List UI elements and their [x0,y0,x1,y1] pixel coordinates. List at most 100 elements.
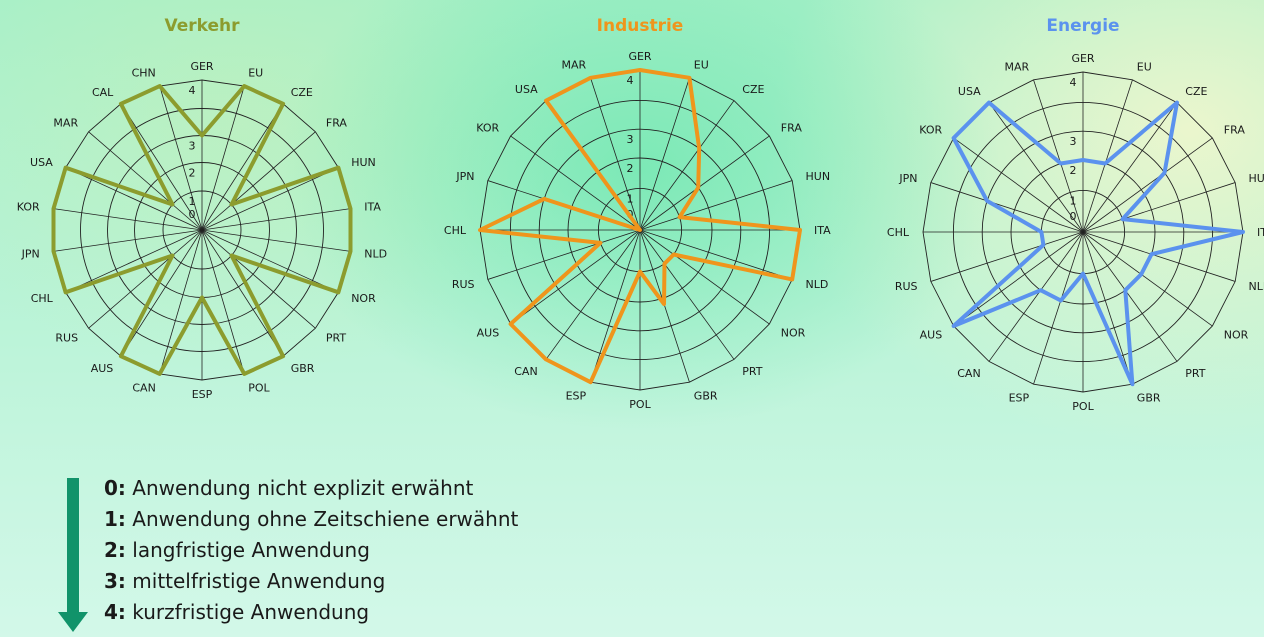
spoke [65,229,203,293]
category-label: AUS [920,328,943,341]
spoke [988,102,1084,233]
spoke [639,229,793,280]
category-label: EU [694,59,709,72]
category-label: CHL [31,292,54,305]
category-label: PRT [742,365,762,378]
chart-title-industrie: Industrie [597,16,684,36]
radar-chart-industrie: Industrie01234GEREUCZEFRAHUNITANLDNORPRT… [444,16,831,411]
spoke [1082,182,1236,233]
category-label: POL [248,381,270,394]
spoke [1082,102,1178,233]
spoke [545,229,641,360]
category-label: NOR [781,326,806,339]
category-label: EU [1137,61,1152,74]
category-label: GER [1071,52,1094,65]
tick-label: 0 [1070,210,1077,223]
spoke [159,229,203,375]
arrow-head-icon [58,612,88,632]
spoke [120,103,203,231]
category-label: CHL [887,226,910,239]
category-label: FRA [326,117,348,130]
spoke [510,135,641,231]
spoke [510,229,641,325]
category-label: PRT [326,331,346,344]
spoke [88,229,203,329]
spoke [88,131,203,231]
spoke [930,231,1084,282]
category-label: ESP [566,390,587,403]
legend-item-1: 1: Anwendung ohne Zeitschiene erwähnt [104,507,519,531]
category-label: KOR [17,201,40,214]
grid-ring [162,190,242,270]
category-label: HUN [1249,172,1264,185]
category-label: ITA [814,224,831,237]
category-label: NLD [364,247,387,260]
category-label: JPN [21,247,40,260]
category-label: CHL [444,224,467,237]
spoke [201,229,284,357]
spoke [953,231,1084,327]
spoke [590,77,641,231]
category-label: PRT [1185,367,1205,380]
chart-title-verkehr: Verkehr [164,16,240,36]
category-label: USA [30,156,53,169]
spoke [639,229,690,383]
category-label: EU [248,67,263,80]
category-label: POL [1072,400,1094,413]
spoke [159,85,203,231]
category-label: ESP [192,388,213,401]
category-label: CZE [742,83,764,96]
spoke [639,100,735,231]
spoke [201,229,245,375]
spoke [639,229,735,360]
category-label: GER [190,60,213,73]
data-series-industrie [478,68,802,385]
radar-charts: Verkehr01234GEREUCZEFRAHUNITANLDNORPRTGB… [17,16,1264,413]
spoke [953,137,1084,233]
category-label: NLD [1249,280,1264,293]
category-label: CHN [132,67,156,80]
tick-label: 3 [1070,135,1077,148]
grid-outer-ring [922,71,1244,393]
radar-chart-energie: Energie 0 1 2 3 4 GER EU CZE FRA HUN ITA NLD NOR PRT GB… [887,16,1264,413]
spoke [930,182,1084,233]
spoke [65,167,203,231]
tick-label: 2 [627,162,634,175]
spoke [201,229,339,293]
category-label: GBR [1137,392,1161,405]
spoke [201,208,351,231]
spoke [590,229,641,383]
category-label: ITA [364,201,381,214]
category-label: GER [628,50,651,63]
tick-label: 4 [1070,76,1077,89]
data-series-energie [951,100,1245,387]
legend-item-0: 0: Anwendung nicht explizit erwähnt [104,476,474,500]
legend-item-3: 3: mittelfristige Anwendung [104,569,386,593]
spoke [201,131,316,231]
grid-ring [567,157,713,303]
category-label: KOR [919,124,942,137]
category-label: NLD [806,278,829,291]
category-label: JPN [455,170,474,183]
spoke [201,103,284,231]
legend-item-2: 2: langfristige Anwendung [104,538,370,562]
category-label: GBR [694,390,718,403]
grid-outer-ring [53,79,351,381]
tick-label: 0 [189,208,196,221]
category-label: MAR [1005,61,1030,74]
category-label: HUN [806,170,831,183]
grid-ring [952,101,1214,363]
arrow-down-icon [67,478,79,612]
spoke [201,167,339,231]
tick-label: 3 [627,133,634,146]
category-label: JPN [898,172,917,185]
spoke [639,77,690,231]
spoke [988,231,1084,362]
category-label: KOR [476,122,499,135]
tick-label: 3 [189,140,196,153]
category-label: CZE [291,86,313,99]
data-series-verkehr [51,84,353,376]
category-label: CAN [132,381,155,394]
spoke [1033,79,1084,233]
grid-ring [80,108,324,352]
